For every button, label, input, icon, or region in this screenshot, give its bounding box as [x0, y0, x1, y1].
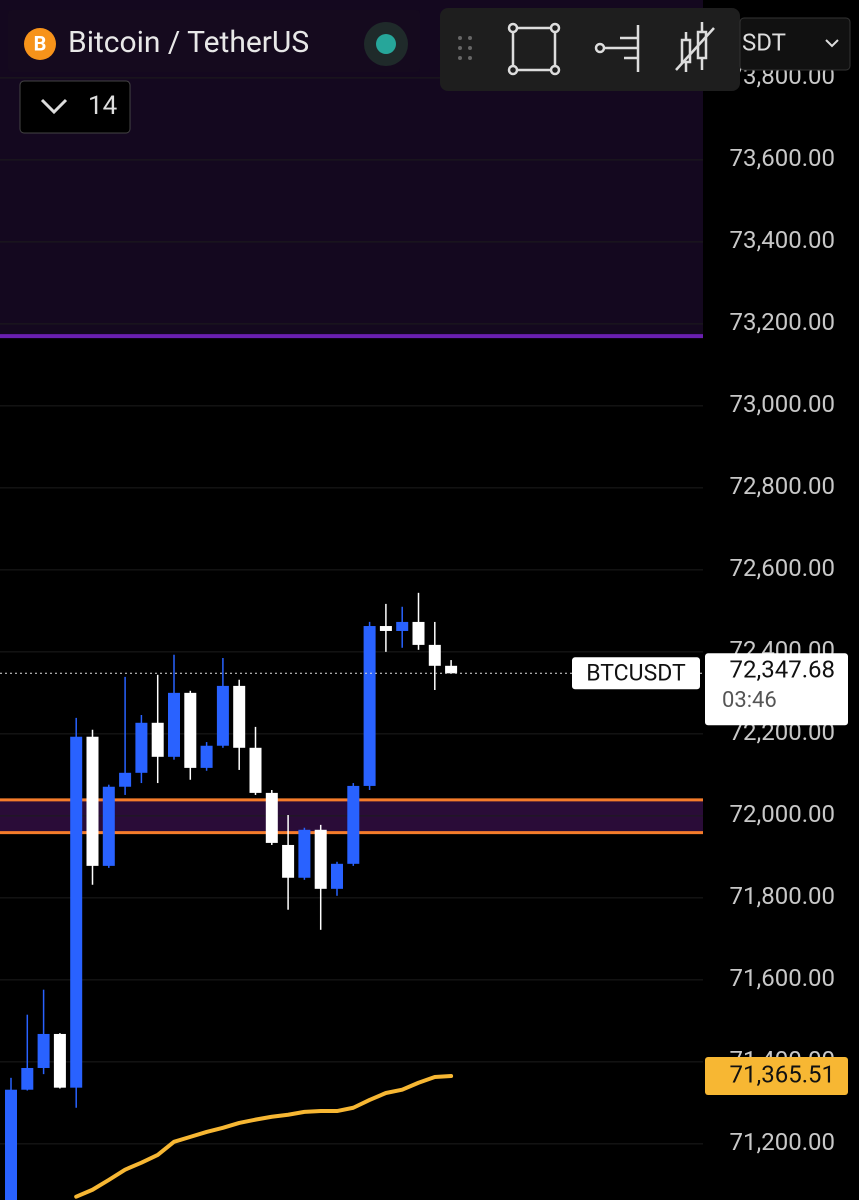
profile-tool[interactable] [594, 25, 640, 72]
candle-body [86, 736, 99, 866]
candle-body [282, 844, 295, 878]
ticker-box [572, 657, 700, 690]
candle-body [216, 685, 229, 746]
symbol-panel [8, 10, 420, 72]
candle-body [298, 829, 311, 878]
candle-body [379, 626, 392, 631]
candle-body [151, 722, 164, 757]
currency: SDT [742, 28, 786, 56]
bitcoin-icon [24, 28, 56, 60]
candle-body [5, 1089, 17, 1200]
candle-body [21, 1067, 34, 1090]
bitcoin-glyph: B [34, 31, 47, 55]
y-tick-label: 71,200.00 [730, 1128, 835, 1156]
candle-body [347, 785, 360, 864]
price-axis [703, 0, 859, 1200]
candle-body [265, 792, 278, 843]
select-chevron [825, 39, 839, 48]
drag-handle [458, 36, 472, 60]
moving-average [74, 1073, 454, 1199]
candle-body [396, 621, 409, 631]
candle-body [428, 644, 441, 666]
symbol-title: Bitcoin / TetherUS [68, 25, 309, 60]
candle-body [233, 685, 246, 748]
candle-body [200, 745, 213, 768]
candle-tool[interactable] [675, 22, 715, 72]
indicator-toggle[interactable] [19, 80, 131, 134]
candle-body [445, 665, 458, 674]
candle-body [412, 621, 425, 645]
candle-body [331, 863, 343, 889]
header: B Bitcoin / TetherUS 14 SDT [8, 8, 851, 134]
currency-select[interactable] [739, 17, 851, 71]
candle-body [119, 772, 132, 787]
y-tick-label: 73,400.00 [730, 226, 835, 254]
y-tick-label: 73,600.00 [730, 144, 835, 172]
candle-body [363, 626, 376, 786]
y-tick-label: 71,600.00 [730, 964, 835, 992]
candle-body [135, 722, 148, 773]
chevron [40, 98, 68, 115]
indicator-length: 14 [88, 91, 118, 121]
price-label: 72,347.68 [730, 656, 835, 684]
ma-box [705, 1056, 848, 1095]
candle-body [70, 736, 83, 1088]
candle-body [37, 1033, 50, 1068]
candle-body [184, 692, 197, 768]
y-tick-label: 71,800.00 [730, 882, 835, 910]
candle-body [168, 692, 180, 757]
y-tick-label: 73,000.00 [730, 390, 835, 418]
rect-tool[interactable] [507, 22, 561, 76]
ticker: BTCUSDT [586, 659, 686, 686]
y-tick-label: 72,000.00 [730, 800, 835, 828]
candle-body [249, 747, 262, 793]
candle-body [102, 786, 115, 866]
ma-label: 71,365.51 [730, 1060, 835, 1088]
y-tick-label: 72,800.00 [730, 472, 835, 500]
price-box [705, 653, 848, 726]
y-tick-label: 73,200.00 [730, 308, 835, 336]
status-dot [376, 34, 396, 54]
y-tick-label: 72,600.00 [730, 554, 835, 582]
countdown: 03:46 [722, 688, 777, 713]
candle-body [314, 829, 327, 889]
candle-body [53, 1033, 66, 1088]
